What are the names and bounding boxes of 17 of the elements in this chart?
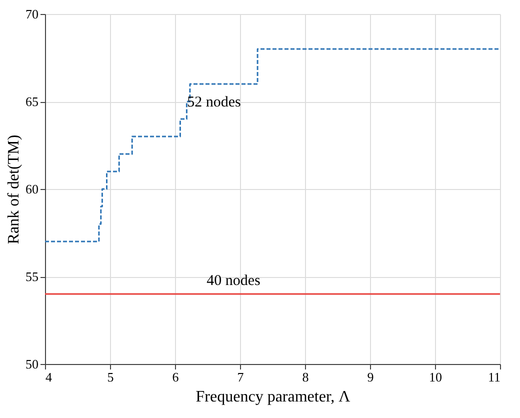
y-tick-label: 50 <box>26 356 38 372</box>
x-axis-title: Frequency parameter, Λ <box>196 388 351 406</box>
annotation: 40 nodes <box>206 273 261 289</box>
y-axis-title: Rank of det(TM) <box>6 134 22 244</box>
y-tick-label: 55 <box>26 269 38 284</box>
x-tick-label: 4 <box>46 370 52 384</box>
y-tick-label: 70 <box>26 6 38 22</box>
annotation: 52 nodes <box>187 94 242 110</box>
x-tick-label: 8 <box>302 370 309 384</box>
x-tick-label: 11 <box>488 370 500 384</box>
x-tick-label: 7 <box>237 370 244 384</box>
y-tick-label: 60 <box>26 182 38 196</box>
x-tick-label: 6 <box>172 370 180 384</box>
x-tick-label: 5 <box>107 370 114 384</box>
x-tick-label: 10 <box>429 370 442 384</box>
x-tick-label: 9 <box>367 370 374 384</box>
y-tick-label: 65 <box>26 94 38 109</box>
